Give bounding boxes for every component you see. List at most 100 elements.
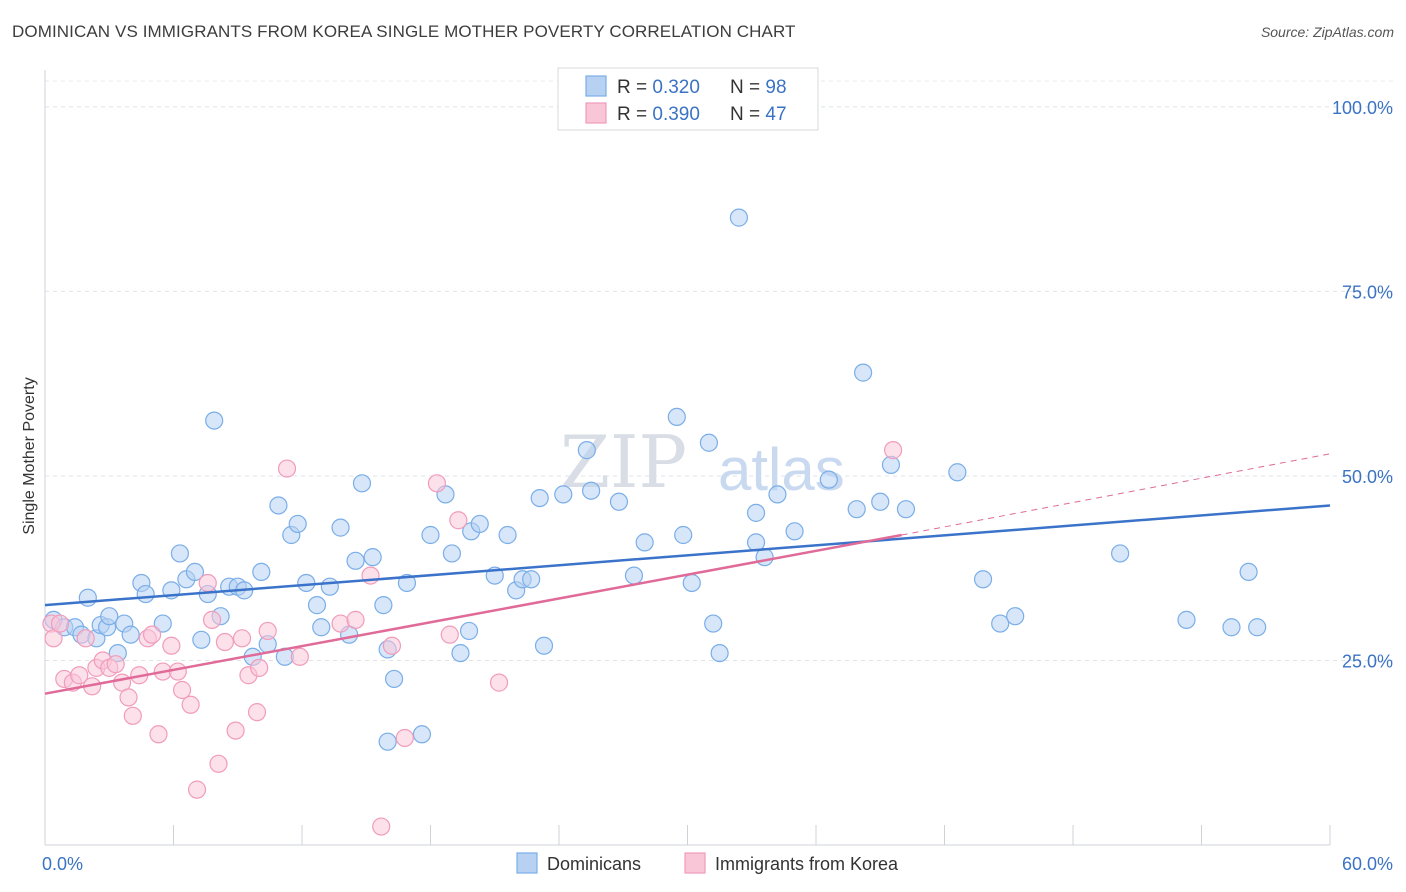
dominicans-point (577, 441, 596, 460)
axes (44, 70, 1331, 846)
korea-point (70, 666, 89, 685)
dominicans-point (530, 488, 549, 508)
dominicans-point (1248, 618, 1267, 637)
dominicans-point (624, 566, 644, 585)
dominicans-point (412, 725, 432, 744)
dominicans-point (609, 492, 629, 511)
korea-point (162, 636, 181, 655)
korea-point (232, 629, 252, 648)
dominicans-point (451, 643, 470, 663)
dominicans-point (121, 625, 140, 644)
dominicans-point (374, 596, 393, 615)
korea-point (440, 625, 459, 644)
dominicans-point (755, 548, 774, 567)
korea-point (331, 614, 350, 633)
bottom-legend-label: Dominicans (547, 854, 641, 874)
legend-top: R = 0.320 N = 98 R = 0.390 N = 47 (557, 67, 819, 131)
dominicans-point (674, 525, 693, 545)
bottom-legend-swatch (684, 852, 706, 874)
korea-point (427, 474, 447, 493)
korea-point (258, 621, 277, 641)
korea-point (181, 695, 200, 714)
dominicans-point (78, 588, 97, 607)
korea-point (489, 673, 509, 692)
dominicans-point (346, 551, 365, 570)
dominicans-point (682, 573, 701, 593)
korea-point (250, 658, 269, 677)
dominicans-point (582, 481, 601, 500)
dominicans-point (192, 630, 211, 649)
dominicans-point (1177, 610, 1196, 629)
legend-swatch (585, 75, 607, 97)
y-tick-label: 50.0% (1342, 467, 1393, 487)
korea-point (123, 706, 142, 725)
dominicans-point (378, 732, 397, 751)
dominicans-point (459, 621, 479, 641)
dominicans-point (421, 525, 440, 545)
korea-point (198, 573, 217, 593)
dominicans-point (948, 463, 967, 482)
dominicans-point (704, 614, 723, 633)
y-tick-label: 25.0% (1342, 651, 1393, 671)
korea-point (382, 636, 402, 655)
dominicans-point (498, 525, 517, 545)
watermark-zip: ZIP (560, 420, 687, 504)
dominicans-point (522, 570, 541, 589)
dominicans-point (896, 500, 916, 519)
korea-point (247, 703, 267, 722)
korea-point (202, 610, 222, 629)
korea-point (209, 754, 228, 773)
chart-title: DOMINICAN VS IMMIGRANTS FROM KOREA SINGL… (12, 22, 796, 41)
dominicans-point (699, 433, 719, 452)
y-axis-title: Single Mother Poverty (21, 377, 38, 534)
bottom-legend-label: Immigrants from Korea (715, 854, 899, 874)
dominicans-point (136, 584, 155, 604)
korea-point (290, 647, 309, 666)
chart-source: Source: ZipAtlas.com (1260, 24, 1394, 40)
korea-point (172, 680, 192, 700)
dominicans-point (269, 496, 288, 515)
dominicans-point (819, 470, 838, 489)
dominicans-point (847, 500, 866, 519)
korea-point (106, 655, 125, 674)
dominicans-point (352, 474, 372, 493)
dominicans-point (710, 643, 729, 663)
trend-lines (44, 453, 1331, 695)
y-tick-label: 100.0% (1332, 98, 1393, 118)
dominicans-point (729, 208, 749, 227)
dominicans-point (871, 492, 890, 511)
dominicans-point (363, 548, 382, 567)
dominicans-point (307, 596, 327, 615)
dominicans-point (1006, 607, 1025, 626)
legend-entry: R = 0.320 N = 98 (617, 77, 787, 98)
legend-bottom: Dominicans Immigrants from Korea (516, 852, 899, 874)
korea-point (226, 721, 245, 740)
dominicans-point (252, 562, 271, 582)
bottom-legend-swatch (516, 852, 538, 874)
korea-trend-extension (901, 453, 1331, 536)
korea-point (395, 728, 414, 748)
dominicans-point (297, 573, 316, 593)
y-tick-label: 75.0% (1342, 282, 1393, 302)
dominicans-point (854, 363, 873, 382)
dominicans-point (397, 573, 417, 593)
dominicans-point (442, 544, 462, 563)
dominicans-point (635, 533, 654, 552)
dominicans-point (153, 614, 172, 633)
dominicans-point (205, 411, 224, 430)
korea-point (76, 629, 95, 648)
tick-labels: 25.0% 50.0% 75.0% 100.0% 0.0% 60.0% (42, 98, 1393, 874)
legend-swatch (585, 102, 607, 124)
dominicans-point (746, 503, 766, 522)
legend-entry: R = 0.390 N = 47 (617, 104, 787, 125)
data-points (42, 208, 1267, 836)
dominicans-point (667, 407, 686, 427)
gridlines (45, 80, 1395, 661)
korea-point (168, 662, 187, 681)
dominicans-point (470, 514, 489, 534)
korea-point (187, 780, 207, 799)
dominicans-point (320, 577, 339, 596)
korea-trend-line (44, 533, 902, 695)
korea-point (449, 511, 468, 530)
